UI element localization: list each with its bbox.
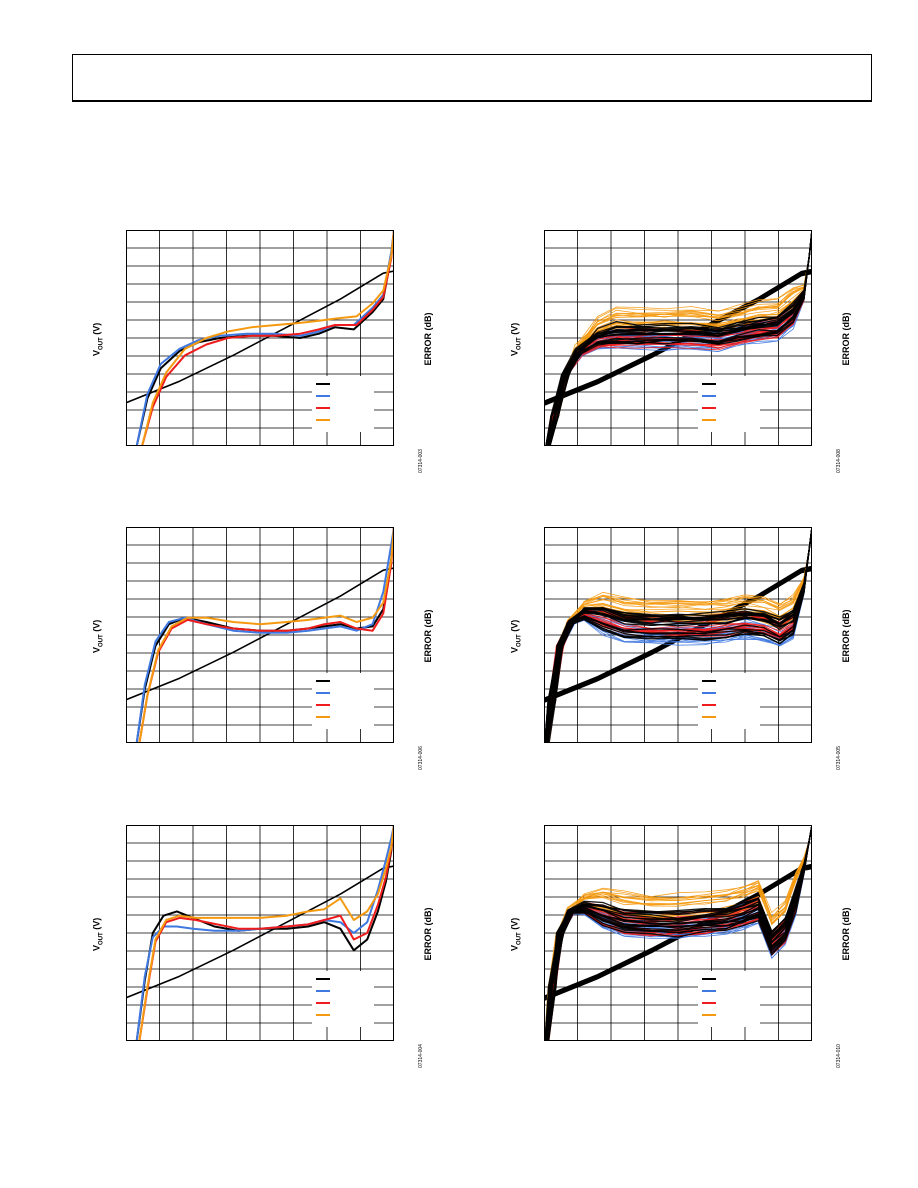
- series-orange-error: [141, 230, 394, 446]
- series-orange-error: [138, 527, 394, 743]
- error-axis-label: ERROR (dB): [841, 312, 851, 366]
- plot-area: [544, 230, 812, 446]
- plot-border: [126, 230, 394, 446]
- y-axis-label-sub: OUT: [98, 337, 105, 350]
- figure-id: 07314-010: [836, 1044, 842, 1068]
- y-axis-label-sub: OUT: [516, 634, 523, 647]
- series-red-error: [141, 230, 394, 446]
- legend-background: [698, 971, 760, 1027]
- plot-area: [544, 527, 812, 743]
- y-axis-label-main: V: [509, 944, 520, 951]
- plot-border: [126, 527, 394, 743]
- plot-area: [126, 825, 394, 1041]
- y-axis-label-unit: (V): [509, 619, 520, 635]
- series-black-error-trace: [544, 527, 812, 743]
- y-axis-label-main: V: [91, 349, 102, 356]
- figure-id: 07314-003: [418, 449, 424, 473]
- legend-background: [312, 376, 374, 432]
- y-axis-label: VOUT (V): [92, 904, 105, 964]
- grid: [126, 230, 394, 446]
- legend: [312, 971, 374, 1027]
- series-black-error-trace: [544, 825, 812, 1041]
- y-axis-label: VOUT (V): [510, 309, 523, 369]
- legend-background: [312, 971, 374, 1027]
- series-black-error-trace: [548, 527, 812, 743]
- error-axis-label: ERROR (dB): [423, 907, 433, 961]
- legend: [312, 376, 374, 432]
- series-vout-trace: [544, 568, 812, 702]
- series-vout-trace: [544, 569, 812, 703]
- series-black-error-trace: [548, 230, 812, 446]
- y-axis-label-main: V: [91, 944, 102, 951]
- figure-id: 07314-006: [418, 746, 424, 770]
- series-orange-error-trace: [545, 825, 812, 1041]
- y-axis-label-sub: OUT: [98, 932, 105, 945]
- series-black-error: [135, 825, 394, 1041]
- series-orange-error-trace: [544, 825, 812, 1041]
- y-axis-label-unit: (V): [91, 917, 102, 933]
- error-axis-label: ERROR (dB): [841, 907, 851, 961]
- legend: [698, 673, 760, 729]
- plot-area: [126, 230, 394, 446]
- series-red-error: [138, 825, 394, 1041]
- legend: [698, 971, 760, 1027]
- plot-svg: [544, 527, 812, 743]
- legend-background: [312, 673, 374, 729]
- series-black-vout: [126, 567, 394, 701]
- legend-background: [698, 673, 760, 729]
- legend: [698, 376, 760, 432]
- y-axis-label-main: V: [509, 646, 520, 653]
- series-black-error: [135, 230, 394, 446]
- y-axis-label-sub: OUT: [516, 337, 523, 350]
- series-black-error-trace: [544, 527, 812, 743]
- plot-svg: [544, 230, 812, 446]
- y-axis-label-sub: OUT: [516, 932, 523, 945]
- figure-id: 07314-008: [836, 449, 842, 473]
- page-header-box: [72, 54, 872, 102]
- figure-id: 07314-005: [836, 746, 842, 770]
- plot-border: [126, 825, 394, 1041]
- plot-area: [544, 825, 812, 1041]
- series-black-error-trace: [545, 527, 812, 743]
- plot-border: [544, 527, 812, 743]
- y-axis-label-main: V: [509, 349, 520, 356]
- series-black-error-trace: [546, 825, 812, 1041]
- y-axis-label-unit: (V): [91, 322, 102, 338]
- plot-svg: [126, 825, 394, 1041]
- plot-svg: [126, 230, 394, 446]
- plot-svg: [126, 527, 394, 743]
- series-black-error-trace: [548, 230, 812, 446]
- y-axis-label-unit: (V): [509, 322, 520, 338]
- y-axis-label-main: V: [91, 646, 102, 653]
- y-axis-label: VOUT (V): [510, 606, 523, 666]
- plot-svg: [544, 825, 812, 1041]
- series-black-vout: [126, 270, 394, 404]
- series-orange-error: [138, 825, 394, 1041]
- plot-border: [544, 825, 812, 1041]
- error-axis-label: ERROR (dB): [423, 609, 433, 663]
- y-axis-label: VOUT (V): [92, 606, 105, 666]
- y-axis-label-unit: (V): [91, 619, 102, 635]
- y-axis-label: VOUT (V): [510, 904, 523, 964]
- plot-area: [126, 527, 394, 743]
- y-axis-label-sub: OUT: [98, 634, 105, 647]
- plot-border: [544, 230, 812, 446]
- series-black-error-trace: [545, 825, 812, 1041]
- y-axis-label: VOUT (V): [92, 309, 105, 369]
- figure-id: 07314-004: [418, 1044, 424, 1068]
- legend: [312, 673, 374, 729]
- y-axis-label-unit: (V): [509, 917, 520, 933]
- error-axis-label: ERROR (dB): [423, 312, 433, 366]
- error-axis-label: ERROR (dB): [841, 609, 851, 663]
- series-red-error: [138, 527, 394, 743]
- legend-background: [698, 376, 760, 432]
